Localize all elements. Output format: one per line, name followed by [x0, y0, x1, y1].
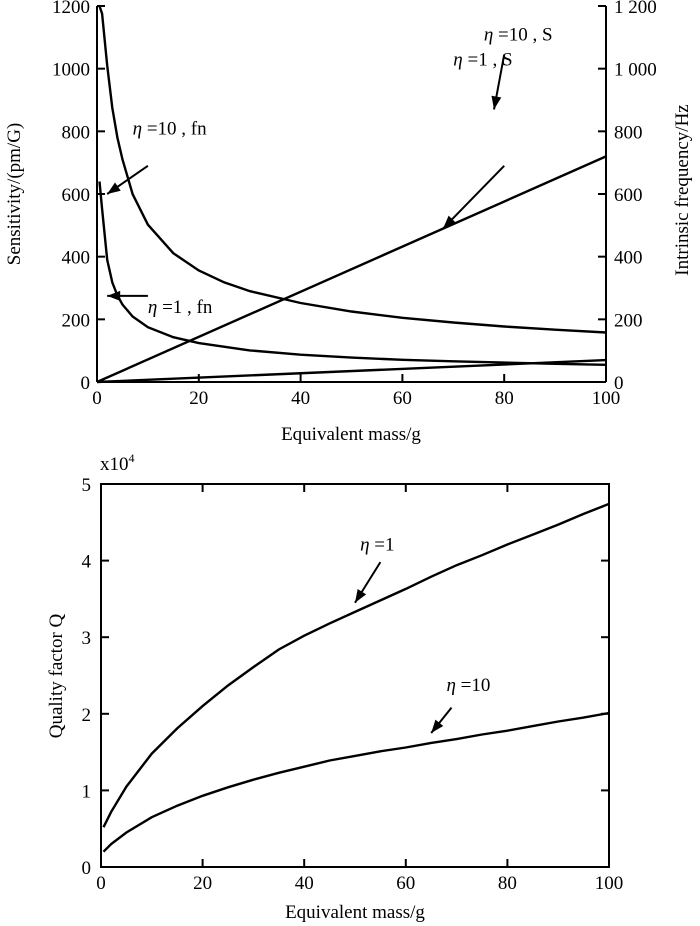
top-x-tick-label: 0	[92, 388, 102, 409]
annotation-eta-10-fn-label: η =10 , fn	[133, 118, 207, 139]
top-left-y-tick-label: 200	[62, 310, 91, 331]
top-right-y-tick-label: 200	[614, 310, 643, 331]
top-axis-ticks: 0 20 40 60 80 1000200400600800100012000200400…	[52, 0, 657, 409]
top-left-y-axis-title: Sensitivity/(pm/G)	[4, 123, 25, 266]
bottom-x-tick-label: 0	[96, 873, 106, 894]
top-left-y-tick-label: 800	[62, 122, 91, 143]
bottom-y-tick-label: 0	[82, 858, 92, 879]
top-right-y-tick-label: 400	[614, 248, 643, 269]
top-series-curves	[96, 5, 607, 384]
annotation-eta-1-arrow-head	[355, 589, 367, 603]
annotation-eta-10-arrow-head	[431, 719, 444, 733]
bottom-x-tick-label: 60	[396, 873, 415, 894]
quality-factor-chart: 0 20 40 60 80 100 0 1 2 3 4 5 η =1 η =10 x104 Equiva…	[46, 451, 623, 923]
bottom-x-tick-label: 20	[193, 873, 212, 894]
annotation-eta-1-label: η =1	[360, 535, 394, 556]
top-left-y-tick-label: 1000	[52, 60, 90, 81]
top-right-y-tick-label: 600	[614, 185, 643, 206]
bottom-x-tick-label: 100	[595, 873, 624, 894]
bottom-x-tick-label: 40	[295, 873, 314, 894]
series-line-eta-10-s	[96, 358, 607, 384]
top-annotations: η =10 , fn η =1 , fn η =1 , S η =10 , S	[106, 24, 553, 318]
top-right-y-axis-title: Intrinsic frequency/Hz	[672, 104, 693, 275]
top-left-y-tick-label: 1200	[52, 0, 90, 18]
annotation-eta-10-label: η =10	[446, 675, 490, 696]
annotation-eta-1-s-arrow-head	[443, 215, 456, 229]
top-x-tick-label: 60	[393, 388, 412, 409]
top-right-y-tick-label: 1 200	[614, 0, 657, 18]
top-left-y-tick-label: 600	[62, 185, 91, 206]
bottom-x-axis-title: Equivalent mass/g	[285, 902, 425, 923]
bottom-axis-ticks: 0 20 40 60 80 100 0 1 2 3 4 5	[82, 475, 624, 894]
bottom-y-tick-label: 1	[82, 781, 92, 802]
top-left-y-tick-label: 0	[81, 373, 91, 394]
top-x-tick-label: 100	[592, 388, 621, 409]
top-x-tick-label: 80	[495, 388, 514, 409]
bottom-y-tick-label: 3	[82, 628, 92, 649]
top-right-y-tick-label: 800	[614, 122, 643, 143]
bottom-y-multiplier-exponent: 4	[129, 451, 135, 465]
top-left-y-tick-label: 400	[62, 248, 91, 269]
annotation-eta-1-s-arrow-shaft	[442, 165, 505, 230]
bottom-y-tick-label: 4	[82, 552, 92, 573]
top-x-tick-label: 40	[291, 388, 310, 409]
series-line-eta-1	[102, 502, 610, 828]
bottom-y-multiplier: x104	[100, 451, 135, 475]
bottom-annotations: η =1 η =10	[354, 535, 490, 734]
annotation-eta-1-s-label: η =1 , S	[453, 50, 512, 71]
bottom-y-tick-label: 5	[82, 475, 92, 496]
annotation-eta-1-fn-label: η =1 , fn	[148, 297, 213, 318]
bottom-series-curves	[102, 502, 610, 853]
annotation-eta-10-fn-arrow-head	[107, 182, 121, 194]
top-x-axis-title: Equivalent mass/g	[281, 424, 421, 445]
series-line-eta-10-fn	[98, 5, 607, 334]
annotation-eta-1-fn-arrow-head	[107, 290, 121, 301]
top-right-y-tick-label: 0	[614, 373, 624, 394]
series-line-eta-1-fn	[98, 181, 607, 366]
series-line-eta-1-s	[96, 155, 607, 384]
sensitivity-frequency-chart: 0 20 40 60 80 1000200400600800100012000200400…	[4, 0, 693, 445]
bottom-plot-frame	[100, 483, 610, 868]
annotation-eta-10-s-arrow-head	[491, 95, 502, 110]
series-line-eta-10	[102, 711, 610, 853]
top-right-y-tick-label: 1 000	[614, 60, 657, 81]
bottom-x-tick-label: 80	[498, 873, 517, 894]
bottom-y-tick-label: 2	[82, 705, 92, 726]
bottom-y-axis-title: Quality factor Q	[46, 613, 67, 738]
top-x-tick-label: 20	[189, 388, 208, 409]
annotation-eta-10-s-label: η =10 , S	[484, 24, 553, 45]
